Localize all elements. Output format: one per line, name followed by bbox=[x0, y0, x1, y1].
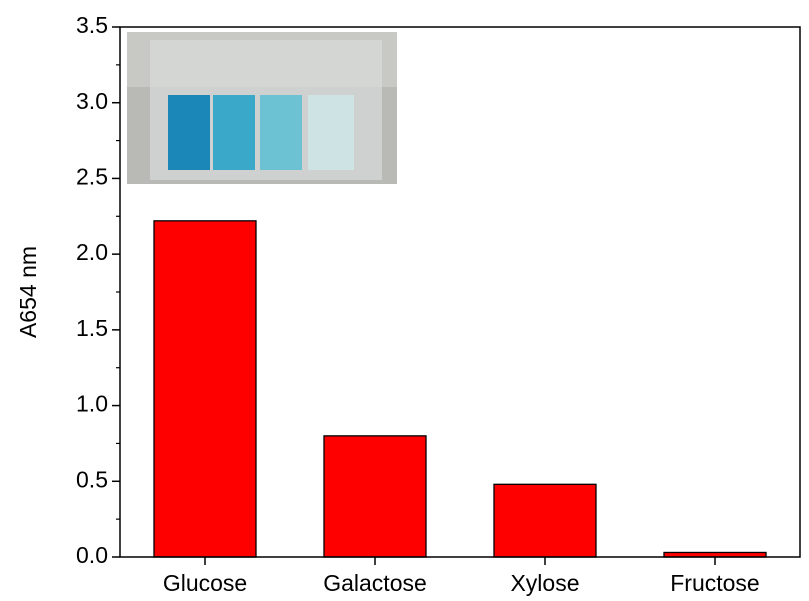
bar bbox=[153, 220, 257, 558]
y-tick-label: 1.0 bbox=[76, 391, 108, 417]
x-tick-label: Glucose bbox=[163, 570, 247, 596]
x-tick-label: Xylose bbox=[510, 570, 579, 596]
y-tick-label: 3.0 bbox=[76, 88, 108, 114]
y-tick-label: 2.5 bbox=[76, 164, 108, 190]
x-tick-label: Fructose bbox=[670, 570, 759, 596]
cuvette-xylose bbox=[260, 95, 302, 170]
plot-frame bbox=[119, 26, 801, 558]
y-tick-label: 0.0 bbox=[76, 542, 108, 568]
y-axis-label: A654 nm bbox=[15, 246, 41, 338]
cuvette-galactose bbox=[213, 95, 255, 170]
y-tick-label: 3.5 bbox=[76, 12, 108, 38]
bar bbox=[323, 435, 427, 558]
inset-photo bbox=[127, 32, 397, 184]
cuvette-fructose bbox=[308, 95, 354, 170]
x-tick-label: Galactose bbox=[323, 570, 427, 596]
y-tick-label: 1.5 bbox=[76, 315, 108, 341]
y-tick-label: 0.5 bbox=[76, 466, 108, 492]
cuvette-glucose bbox=[168, 95, 210, 170]
y-tick-label: 2.0 bbox=[76, 239, 108, 265]
bar bbox=[493, 483, 597, 558]
